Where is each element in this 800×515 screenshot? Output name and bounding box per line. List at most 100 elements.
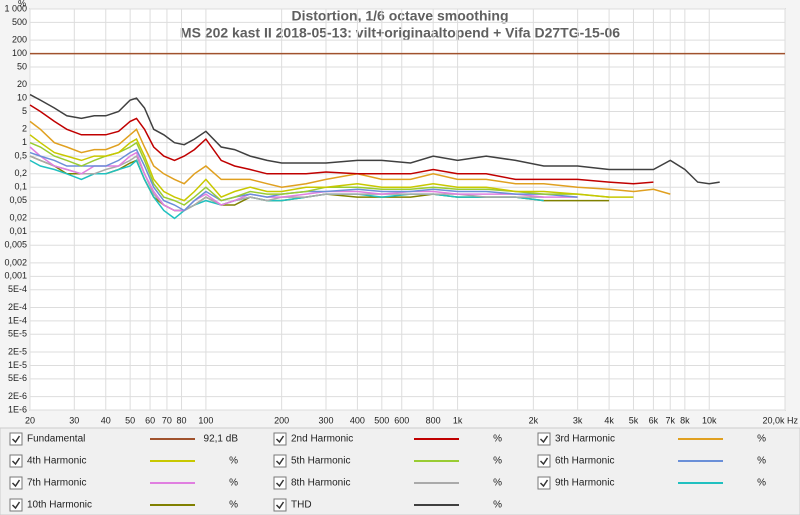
chart-subtitle: MS 202 kast II 2018-05-13: vilt+originaa… [180, 25, 620, 41]
y-tick-label: 50 [17, 61, 27, 71]
y-tick-label: 0,01 [9, 226, 27, 236]
checkmark [275, 501, 285, 510]
x-tick-label: 40 [101, 415, 111, 425]
y-tick-label: 0,2 [14, 168, 27, 178]
y-tick-label: 500 [12, 17, 27, 27]
checkmark [11, 435, 21, 444]
legend-label: 4th Harmonic [27, 456, 86, 467]
checkmark [275, 479, 285, 488]
x-tick-label: 5k [629, 415, 639, 425]
legend-label: 8th Harmonic [291, 478, 350, 489]
checkmark [11, 501, 21, 510]
legend-checkbox[interactable] [537, 476, 551, 490]
x-tick-label: 400 [350, 415, 365, 425]
x-tick-label: 7k [665, 415, 675, 425]
y-unit: % [18, 0, 26, 8]
legend-checkbox[interactable] [273, 476, 287, 490]
y-tick-label: 2E-5 [8, 346, 27, 356]
y-tick-label: 10 [17, 92, 27, 102]
legend-label: 7th Harmonic [27, 478, 86, 489]
y-tick-label: 1E-5 [8, 360, 27, 370]
lines [29, 52, 785, 220]
series-line [29, 148, 578, 212]
x-tick-label: 300 [318, 415, 333, 425]
y-tick-label: 200 [12, 35, 27, 45]
x-tick-label: 4k [604, 415, 614, 425]
y-tick-label: 0,02 [9, 213, 27, 223]
x-tick-label: 60 [145, 415, 155, 425]
x-tick-label: 20,0k Hz [762, 415, 798, 425]
legend-readout: % [493, 478, 502, 489]
legend-readout: % [757, 456, 766, 467]
y-tick-label: 0,001 [4, 271, 27, 281]
legend-label: THD [291, 500, 312, 511]
legend-panel [0, 427, 800, 515]
legend-readout: 92,1 dB [204, 434, 239, 445]
legend-checkbox[interactable] [537, 454, 551, 468]
legend-label: 2nd Harmonic [291, 434, 353, 445]
legend-label: 9th Harmonic [555, 478, 614, 489]
x-tick-label: 10k [702, 415, 717, 425]
legend-checkbox[interactable] [9, 432, 23, 446]
y-tick-label: 20 [17, 79, 27, 89]
x-tick-label: 20 [25, 415, 35, 425]
legend-readout: % [493, 500, 502, 511]
legend-checkbox[interactable] [273, 432, 287, 446]
checkmark [11, 479, 21, 488]
series-line [29, 134, 634, 202]
y-tick-label: 0,1 [14, 182, 27, 192]
x-tick-label: 50 [125, 415, 135, 425]
legend-checkbox[interactable] [273, 454, 287, 468]
legend-label: 3rd Harmonic [555, 434, 615, 445]
legend-readout: % [757, 478, 766, 489]
x-tick-label: 6k [649, 415, 659, 425]
y-tick-label: 2E-6 [8, 391, 27, 401]
checkmark [539, 457, 549, 466]
checkmark [539, 479, 549, 488]
x-tick-label: 800 [426, 415, 441, 425]
legend-checkbox[interactable] [9, 454, 23, 468]
legend-checkbox[interactable] [537, 432, 551, 446]
checkmark [11, 457, 21, 466]
y-tick-label: 2E-4 [8, 302, 27, 312]
legend-readout: % [757, 434, 766, 445]
legend-readout: % [493, 434, 502, 445]
x-tick-label: 200 [274, 415, 289, 425]
series-line [29, 104, 654, 185]
y-tick-label: 0,05 [9, 195, 27, 205]
y-tick-label: 5E-4 [8, 284, 27, 294]
x-tick-label: 500 [374, 415, 389, 425]
x-tick-label: 1k [453, 415, 463, 425]
chart-title: Distortion, 1/6 octave smoothing [291, 8, 508, 24]
legend-label: 10th Harmonic [27, 500, 92, 511]
legend-readout: % [229, 500, 238, 511]
legend-label: 6th Harmonic [555, 456, 614, 467]
series-line [29, 120, 671, 195]
legend-readout: % [229, 456, 238, 467]
y-tick-label: 2 [22, 124, 27, 134]
x-tick-label: 8k [680, 415, 690, 425]
legend-checkbox[interactable] [9, 498, 23, 512]
legend-readout: % [493, 456, 502, 467]
legend-checkbox[interactable] [273, 498, 287, 512]
y-tick-label: 1E-6 [8, 404, 27, 414]
x-tick-label: 600 [394, 415, 409, 425]
legend-checkbox[interactable] [9, 476, 23, 490]
series-line [29, 154, 544, 212]
legend-readout: % [229, 478, 238, 489]
y-tick-label: 0,002 [4, 257, 27, 267]
legend-label: 5th Harmonic [291, 456, 350, 467]
y-tick-label: 1E-4 [8, 315, 27, 325]
series-line [29, 141, 610, 206]
series-line [29, 93, 720, 185]
checkmark [539, 435, 549, 444]
y-tick-label: 1 [22, 137, 27, 147]
x-tick-label: 2k [529, 415, 539, 425]
y-tick-label: 0,005 [4, 240, 27, 250]
plot-area [29, 8, 786, 411]
x-tick-label: 80 [177, 415, 187, 425]
x-tick-label: 100 [198, 415, 213, 425]
legend-label: Fundamental [27, 434, 85, 445]
y-tick-label: 5 [22, 106, 27, 116]
